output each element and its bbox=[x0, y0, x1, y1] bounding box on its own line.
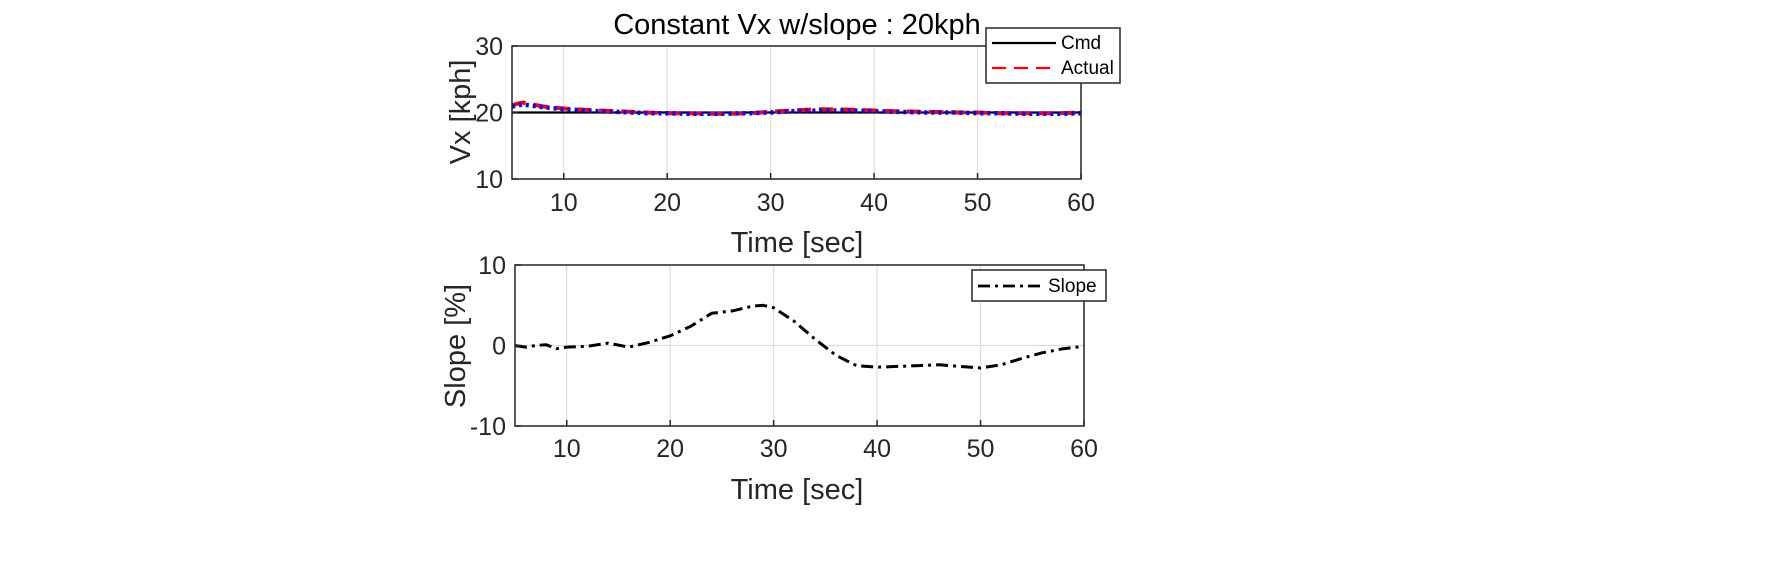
vx-x-tick-label: 10 bbox=[550, 189, 578, 217]
slope-y-tick-label: 0 bbox=[492, 333, 506, 361]
chart-title: Constant Vx w/slope : 20kph bbox=[613, 9, 981, 41]
slope-legend: Slope bbox=[971, 269, 1107, 302]
slope-y-ticks: -10 0 10 bbox=[470, 252, 521, 441]
vx-x-tick-label: 20 bbox=[653, 189, 681, 217]
vx-x-ticks: 10 20 30 40 50 60 bbox=[550, 173, 1095, 217]
vx-y-ticks: 10 20 30 bbox=[475, 33, 518, 194]
legend-label-cmd: Cmd bbox=[1061, 33, 1101, 54]
slope-y-tick-label: -10 bbox=[470, 413, 506, 441]
vx-y-tick-label: 10 bbox=[475, 166, 503, 194]
slope-x-axis-title: Time [sec] bbox=[731, 474, 864, 506]
vx-x-tick-label: 30 bbox=[757, 189, 785, 217]
vx-legend-box bbox=[985, 27, 1121, 84]
vx-legend: Cmd Actual bbox=[985, 27, 1121, 84]
slope-chart: 10 20 30 40 50 60 -10 0 10 Time [sec] Slope [%]… bbox=[440, 252, 1107, 506]
vx-y-axis-title: Vx [kph] bbox=[445, 60, 477, 165]
vx-y-tick-label: 20 bbox=[475, 100, 503, 128]
vx-series-unnamed-2-line bbox=[511, 102, 1082, 117]
vx-series-group bbox=[511, 100, 1082, 117]
slope-x-tick-label: 20 bbox=[656, 435, 684, 463]
slope-x-tick-label: 10 bbox=[553, 435, 581, 463]
slope-x-tick-label: 40 bbox=[863, 435, 891, 463]
slope-x-tick-label: 30 bbox=[760, 435, 788, 463]
slope-x-tick-label: 60 bbox=[1070, 435, 1098, 463]
slope-x-tick-label: 50 bbox=[967, 435, 995, 463]
slope-y-axis-title: Slope [%] bbox=[440, 284, 472, 408]
vx-chart: Constant Vx w/slope : 20kph 10 20 30 40 50 60… bbox=[445, 9, 1121, 259]
vx-x-tick-label: 40 bbox=[860, 189, 888, 217]
vx-y-tick-label: 30 bbox=[475, 33, 503, 61]
slope-x-ticks: 10 20 30 40 50 60 bbox=[553, 420, 1098, 463]
vx-series-actual-line bbox=[511, 100, 1082, 116]
slope-series-slope-line bbox=[514, 303, 1085, 370]
slope-y-tick-label: 10 bbox=[478, 252, 506, 280]
vx-x-tick-label: 60 bbox=[1067, 189, 1095, 217]
legend-label-actual: Actual bbox=[1061, 58, 1114, 79]
slope-series-group bbox=[514, 303, 1085, 370]
vx-x-tick-label: 50 bbox=[964, 189, 992, 217]
vx-x-axis-title: Time [sec] bbox=[731, 227, 864, 259]
legend-label-slope: Slope bbox=[1048, 276, 1097, 297]
